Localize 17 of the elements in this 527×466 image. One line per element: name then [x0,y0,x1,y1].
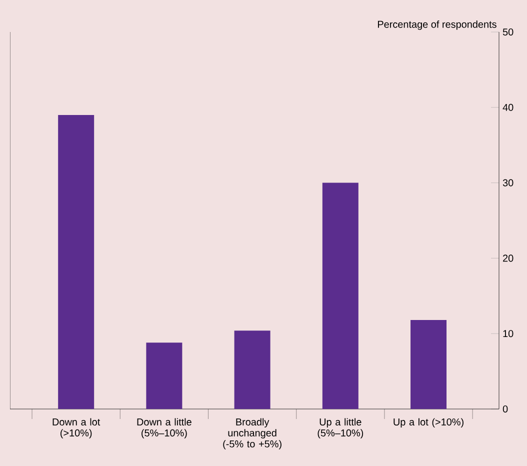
x-tick-label: Down a little (5%–10%) [137,418,192,438]
y-tick-label: 20 [503,254,514,262]
bar [322,182,358,409]
x-tick-label: Broadly unchanged (-5% to +5%) [223,418,282,450]
x-tick-label: Up a little (5%–10%) [318,418,364,438]
bar [58,114,94,409]
y-axis-title: Percentage of respondents [378,20,496,30]
bar [234,330,270,409]
y-tick-label: 10 [503,330,514,338]
bar [146,342,182,409]
y-tick-label: 50 [502,28,514,36]
y-tick-label: 40 [502,104,514,111]
x-tick-label: Down a lot (>10%) [52,418,100,438]
x-tick-label: Up a lot (>10%) [394,418,464,428]
bar [410,320,447,409]
y-tick-label: 30 [502,179,514,186]
y-tick-label: 0 [502,405,508,413]
